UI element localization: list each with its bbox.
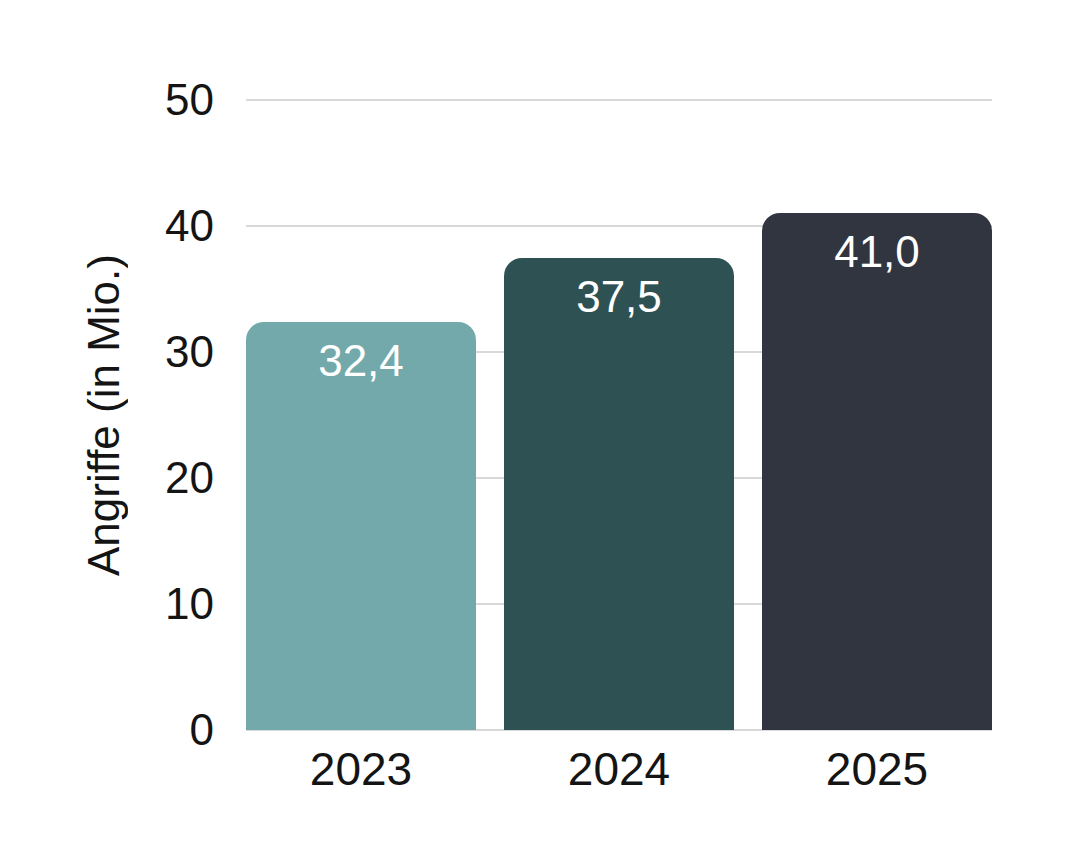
bar: 37,5	[504, 258, 734, 731]
y-tick-label: 40	[0, 200, 214, 252]
y-tick-label: 50	[0, 74, 214, 126]
bar: 32,4	[246, 322, 476, 730]
x-tick-label: 2025	[762, 744, 992, 794]
y-axis-label: Angriffe (in Mio.)	[78, 100, 130, 730]
bar-value-label: 41,0	[762, 213, 992, 276]
gridline	[246, 99, 992, 101]
x-tick-label: 2023	[246, 744, 476, 794]
y-tick-label: 20	[0, 452, 214, 504]
y-tick-label: 30	[0, 326, 214, 378]
x-tick-label: 2024	[504, 744, 734, 794]
bar-chart: Angriffe (in Mio.) 0 10 20 30 40 50 32,4 2023 37…	[0, 0, 1074, 866]
bar-value-label: 37,5	[504, 258, 734, 321]
bar-value-label: 32,4	[246, 322, 476, 385]
y-tick-label: 10	[0, 578, 214, 630]
bar: 41,0	[762, 213, 992, 730]
y-tick-label: 0	[0, 704, 214, 756]
